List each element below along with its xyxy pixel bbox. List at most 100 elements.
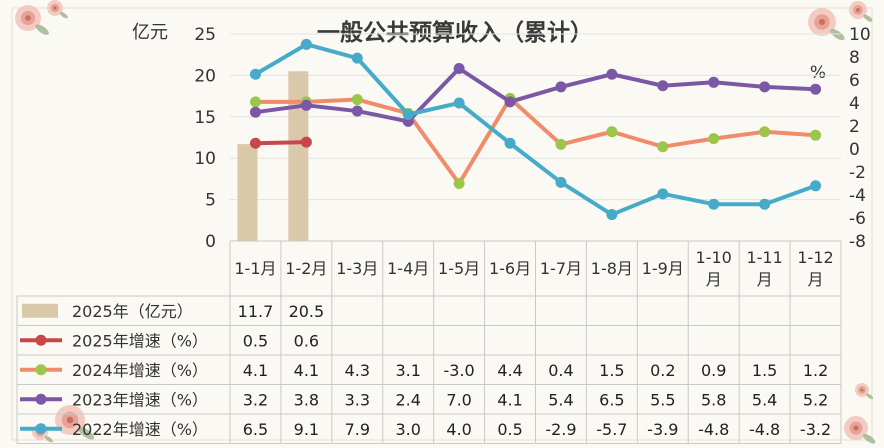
table-cell: 3.8 (294, 390, 319, 409)
data-point (555, 176, 567, 188)
bars (237, 71, 309, 241)
legend-label: 2025年（亿元） (72, 302, 193, 321)
legend-entry: 2022年增速（%） (20, 420, 208, 439)
category-label: 1-12 月 (797, 248, 833, 289)
category-label: 1-10 月 (696, 248, 732, 289)
table-cell: 0.9 (701, 361, 726, 380)
data-point (249, 96, 261, 108)
legend-label: 2022年增速（%） (72, 420, 208, 439)
data-point (300, 38, 312, 50)
table-cell: 5.8 (701, 390, 726, 409)
table-cell: 0.5 (497, 420, 522, 439)
legend-marker (35, 423, 47, 435)
flower-icon (849, 1, 873, 22)
right-axis-tick: 6 (849, 71, 860, 91)
table-cell: 7.0 (446, 390, 471, 409)
right-axis-tick: 0 (849, 140, 860, 160)
data-point (708, 76, 720, 88)
table-cell: 4.1 (243, 361, 268, 380)
data-point (759, 81, 771, 93)
series-line (255, 140, 307, 146)
table-cell: -2.9 (545, 420, 576, 439)
data-point (708, 198, 720, 210)
table-cell: 3.0 (395, 420, 420, 439)
series-lines (249, 38, 822, 221)
table-cell: -4.8 (698, 420, 729, 439)
data-point (402, 109, 414, 120)
right-axis-unit: % (810, 63, 826, 83)
flower-icon (844, 416, 876, 444)
data-point (657, 141, 669, 153)
table-cell: -4.8 (749, 420, 780, 439)
right-axis-tick: -8 (849, 232, 866, 252)
left-axis-tick: 0 (205, 232, 216, 252)
flower-icon (55, 405, 95, 440)
legend-entry: 2023年增速（%） (20, 390, 208, 409)
category-label: 1-7月 (540, 259, 582, 278)
table-cell: 3.3 (345, 390, 370, 409)
series-line (255, 66, 816, 124)
left-axis-tick: 10 (194, 149, 216, 169)
series-line-group (249, 38, 822, 221)
data-point (759, 198, 771, 210)
table-cell: 9.1 (294, 420, 319, 439)
frame-border (11, 7, 873, 441)
data-point (249, 106, 261, 118)
right-axis-tick: -4 (849, 186, 866, 206)
legend-marker (35, 393, 47, 405)
table-cell: -3.0 (444, 361, 475, 380)
data-point (810, 180, 822, 192)
flower-icon (47, 0, 68, 19)
data-point (606, 209, 618, 221)
left-axis-unit: 亿元 (132, 22, 168, 43)
data-point (555, 81, 567, 93)
table-cell: 0.6 (294, 331, 319, 350)
chart-title: 一般公共预算收入（累计） (317, 19, 593, 46)
series-line (254, 42, 817, 217)
right-axis-tick: 4 (849, 94, 860, 114)
legend-entry: 2025年增速（%） (20, 331, 208, 350)
table-cell: 0.2 (650, 361, 675, 380)
table-cell: 4.1 (294, 361, 319, 380)
data-point (606, 126, 618, 138)
right-axis-tick: -6 (849, 209, 866, 229)
data-point (300, 136, 312, 148)
table-cell: 4.4 (497, 361, 522, 380)
table-cell: 2.4 (395, 390, 420, 409)
data-point (453, 178, 465, 189)
legend-swatch (22, 303, 58, 318)
table-cell: 4.3 (345, 361, 370, 380)
legend-entry: 2025年（亿元） (22, 302, 193, 321)
data-point (504, 137, 516, 149)
table-cell: 1.2 (803, 361, 828, 380)
table-cell: 0.5 (243, 331, 268, 350)
category-label: 1-8月 (591, 259, 633, 278)
category-label: 1-4月 (387, 259, 429, 278)
legend-marker (35, 364, 47, 376)
legend-entry: 2024年增速（%） (20, 361, 208, 380)
data-point (810, 83, 822, 95)
data-point (504, 96, 516, 108)
data-point (300, 99, 312, 111)
right-axis-tick: 10 (849, 25, 871, 45)
legend-label: 2024年增速（%） (72, 361, 208, 380)
right-axis-tick: 8 (849, 48, 860, 68)
table-cell: -3.2 (800, 420, 831, 439)
flower-icon (855, 383, 874, 400)
series-line-group (249, 63, 822, 127)
left-axis-tick: 25 (194, 25, 216, 45)
left-axis-tick: 5 (205, 191, 216, 211)
legend-label: 2025年增速（%） (72, 331, 208, 350)
table-cell: 0.4 (548, 361, 573, 380)
data-point (249, 68, 261, 80)
category-label: 1-11 月 (746, 248, 782, 289)
data-point (708, 133, 720, 145)
table-cell: 4.0 (446, 420, 471, 439)
data-point (249, 137, 261, 149)
left-axis-tick: 15 (194, 108, 216, 128)
axis-ticks: 0 5 10 15 20 25 -8 -6 -4 -2 0 2 4 6 8 10 (194, 25, 870, 252)
legend-label: 2023年增速（%） (72, 390, 208, 409)
flower-icon (808, 8, 845, 41)
